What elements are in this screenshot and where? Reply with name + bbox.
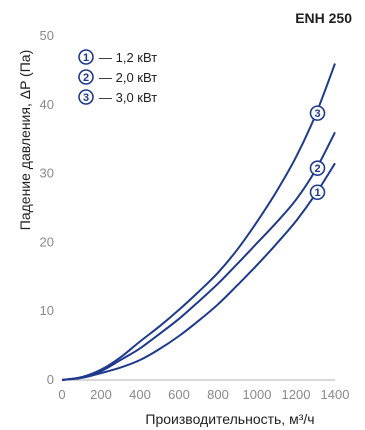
y-tick-label: 10 — [40, 303, 54, 318]
legend-marker-number: 2 — [83, 72, 89, 84]
legend-marker-circle-1 — [78, 49, 94, 65]
x-tick-label: 1400 — [321, 387, 350, 402]
legend-marker-number: 1 — [83, 52, 89, 64]
x-tick-label: 1200 — [282, 387, 311, 402]
series-line-2 — [61, 131, 336, 381]
legend-marker-number: 3 — [83, 92, 89, 104]
x-axis-label: Производительность, м³/ч — [145, 411, 314, 427]
x-tick-label: 200 — [90, 387, 112, 402]
curve-marker-number: 3 — [314, 108, 320, 120]
curve-marker-number: 2 — [314, 163, 320, 175]
x-tick-label: 1000 — [243, 387, 272, 402]
legend-marker-circle-2 — [78, 69, 94, 85]
x-tick-label: 400 — [129, 387, 151, 402]
y-axis-label: Падение давления, ΔP (Па) — [17, 50, 33, 230]
curve-marker-circle-3 — [309, 105, 326, 121]
y-tick-label: 20 — [40, 234, 54, 249]
y-tick-label: 0 — [47, 372, 54, 387]
legend-entry-label: — 2,0 кВт — [99, 70, 157, 85]
chart-title: ENH 250 — [295, 10, 352, 26]
series-line-3 — [61, 63, 336, 381]
legend-entry-label: — 3,0 кВт — [99, 90, 157, 105]
legend-entry-label: — 1,2 кВт — [99, 50, 157, 65]
y-tick-label: 40 — [40, 97, 54, 112]
x-tick-label: 800 — [207, 387, 229, 402]
curve-marker-number: 1 — [314, 187, 320, 199]
y-tick-label: 30 — [40, 166, 54, 181]
y-tick-label: 50 — [40, 28, 54, 43]
curve-marker-circle-1 — [309, 184, 326, 201]
series-line-1 — [61, 162, 336, 381]
x-tick-label: 0 — [58, 387, 65, 402]
x-tick-label: 600 — [168, 387, 190, 402]
curve-marker-circle-2 — [309, 160, 326, 176]
legend-marker-circle-3 — [78, 89, 94, 105]
